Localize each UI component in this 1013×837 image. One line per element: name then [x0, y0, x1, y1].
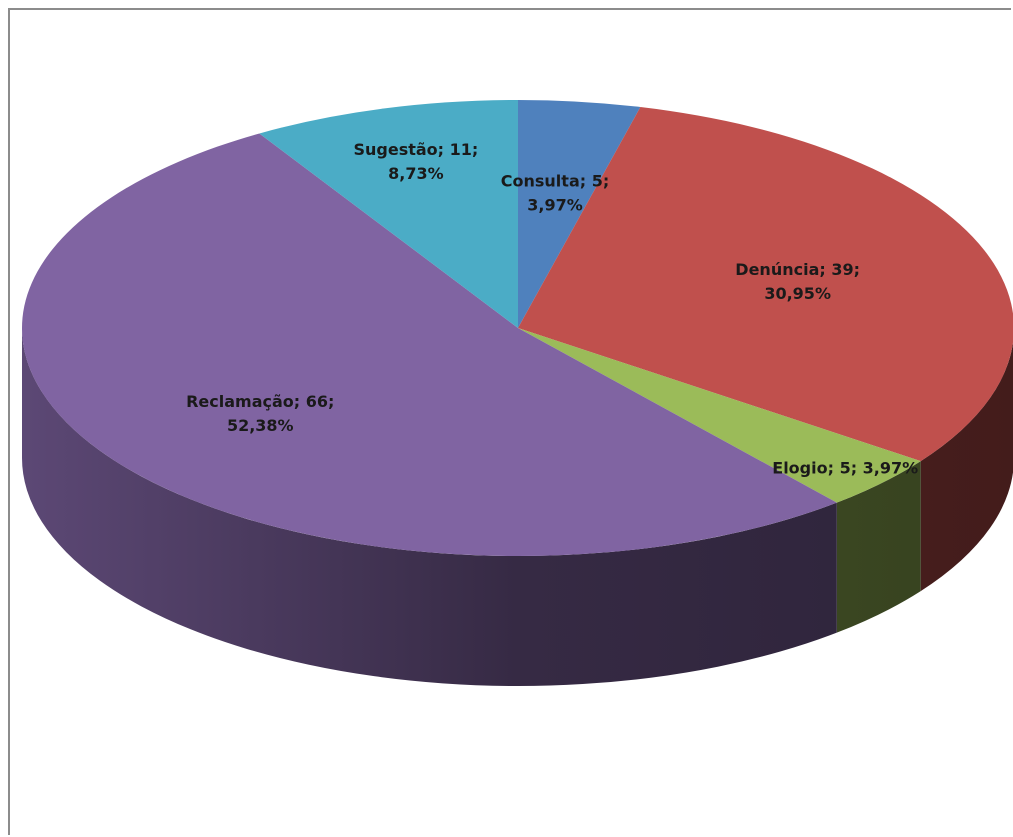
pie-sides — [22, 328, 1013, 687]
pie-slice-elogio — [518, 328, 921, 503]
data-label-reclama-o: Reclamação; 66; 52,38% — [186, 392, 334, 435]
pie-slice-sugest-o — [259, 100, 518, 328]
pie-slice-den-ncia — [518, 107, 1013, 462]
chart-area — [8, 8, 1011, 835]
pie-slice-reclama-o — [21, 133, 837, 556]
pie-side-reclama-o — [22, 328, 837, 687]
pie-slice-consulta — [518, 100, 641, 328]
data-label-sugest-o: Sugestão; 11; 8,73% — [353, 140, 478, 183]
pie-side-den-ncia — [920, 341, 1013, 592]
data-label-consulta: Consulta; 5; 3,97% — [501, 171, 609, 214]
data-labels: Consulta; 5; 3,97% Denúncia; 39; 30,95% Elog… — [186, 140, 918, 477]
pie-top — [21, 100, 1013, 556]
data-label-elogio: Elogio; 5; 3,97% — [772, 459, 918, 478]
pie-side-elogio — [836, 461, 921, 633]
data-label-den-ncia: Denúncia; 39; 30,95% — [735, 260, 860, 303]
